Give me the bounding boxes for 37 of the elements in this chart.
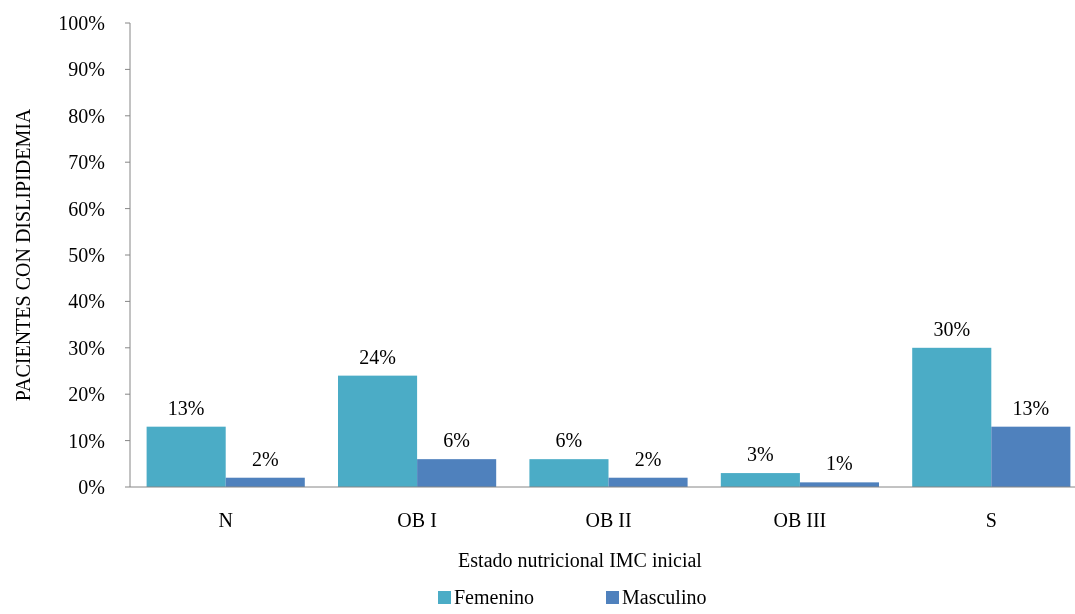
y-tick-label: 70% bbox=[68, 151, 105, 174]
y-tick-label: 90% bbox=[68, 58, 105, 81]
data-label: 1% bbox=[826, 452, 853, 475]
bar bbox=[338, 375, 418, 487]
x-tick-label: OB III bbox=[773, 509, 827, 531]
bar bbox=[912, 347, 992, 487]
data-label: 6% bbox=[443, 429, 470, 452]
legend-label: Masculino bbox=[622, 586, 707, 608]
y-axis-title: PACIENTES CON DISLIPIDEMIA bbox=[12, 108, 34, 402]
data-label: 24% bbox=[359, 345, 396, 368]
bar bbox=[146, 426, 226, 487]
data-label: 3% bbox=[747, 443, 774, 466]
x-tick-label: S bbox=[985, 509, 997, 531]
bar bbox=[529, 459, 609, 487]
y-tick-label: 50% bbox=[68, 244, 105, 266]
y-tick-label: 100% bbox=[58, 12, 105, 34]
y-tick-label: 10% bbox=[68, 429, 105, 452]
y-tick-label: 60% bbox=[68, 197, 105, 220]
bar bbox=[991, 426, 1071, 487]
y-tick-label: 80% bbox=[68, 104, 105, 127]
y-tick-label: 40% bbox=[68, 290, 105, 313]
y-tick-label: 30% bbox=[68, 336, 105, 359]
data-label: 2% bbox=[251, 447, 279, 470]
data-label: 6% bbox=[555, 429, 583, 452]
bar bbox=[720, 473, 800, 487]
data-label: 30% bbox=[933, 317, 971, 340]
data-label: 13% bbox=[1012, 396, 1050, 419]
y-tick-label: 0% bbox=[78, 476, 105, 498]
data-label: 2% bbox=[634, 447, 662, 470]
x-tick-label: N bbox=[218, 509, 233, 531]
x-tick-label: OB II bbox=[585, 509, 632, 531]
bar bbox=[417, 459, 497, 487]
x-axis-title: Estado nutricional IMC inicial bbox=[458, 549, 703, 571]
legend-label: Femenino bbox=[454, 586, 534, 608]
data-label: 13% bbox=[167, 396, 205, 419]
x-tick-label: OB I bbox=[397, 509, 437, 531]
y-tick-label: 20% bbox=[68, 383, 105, 406]
